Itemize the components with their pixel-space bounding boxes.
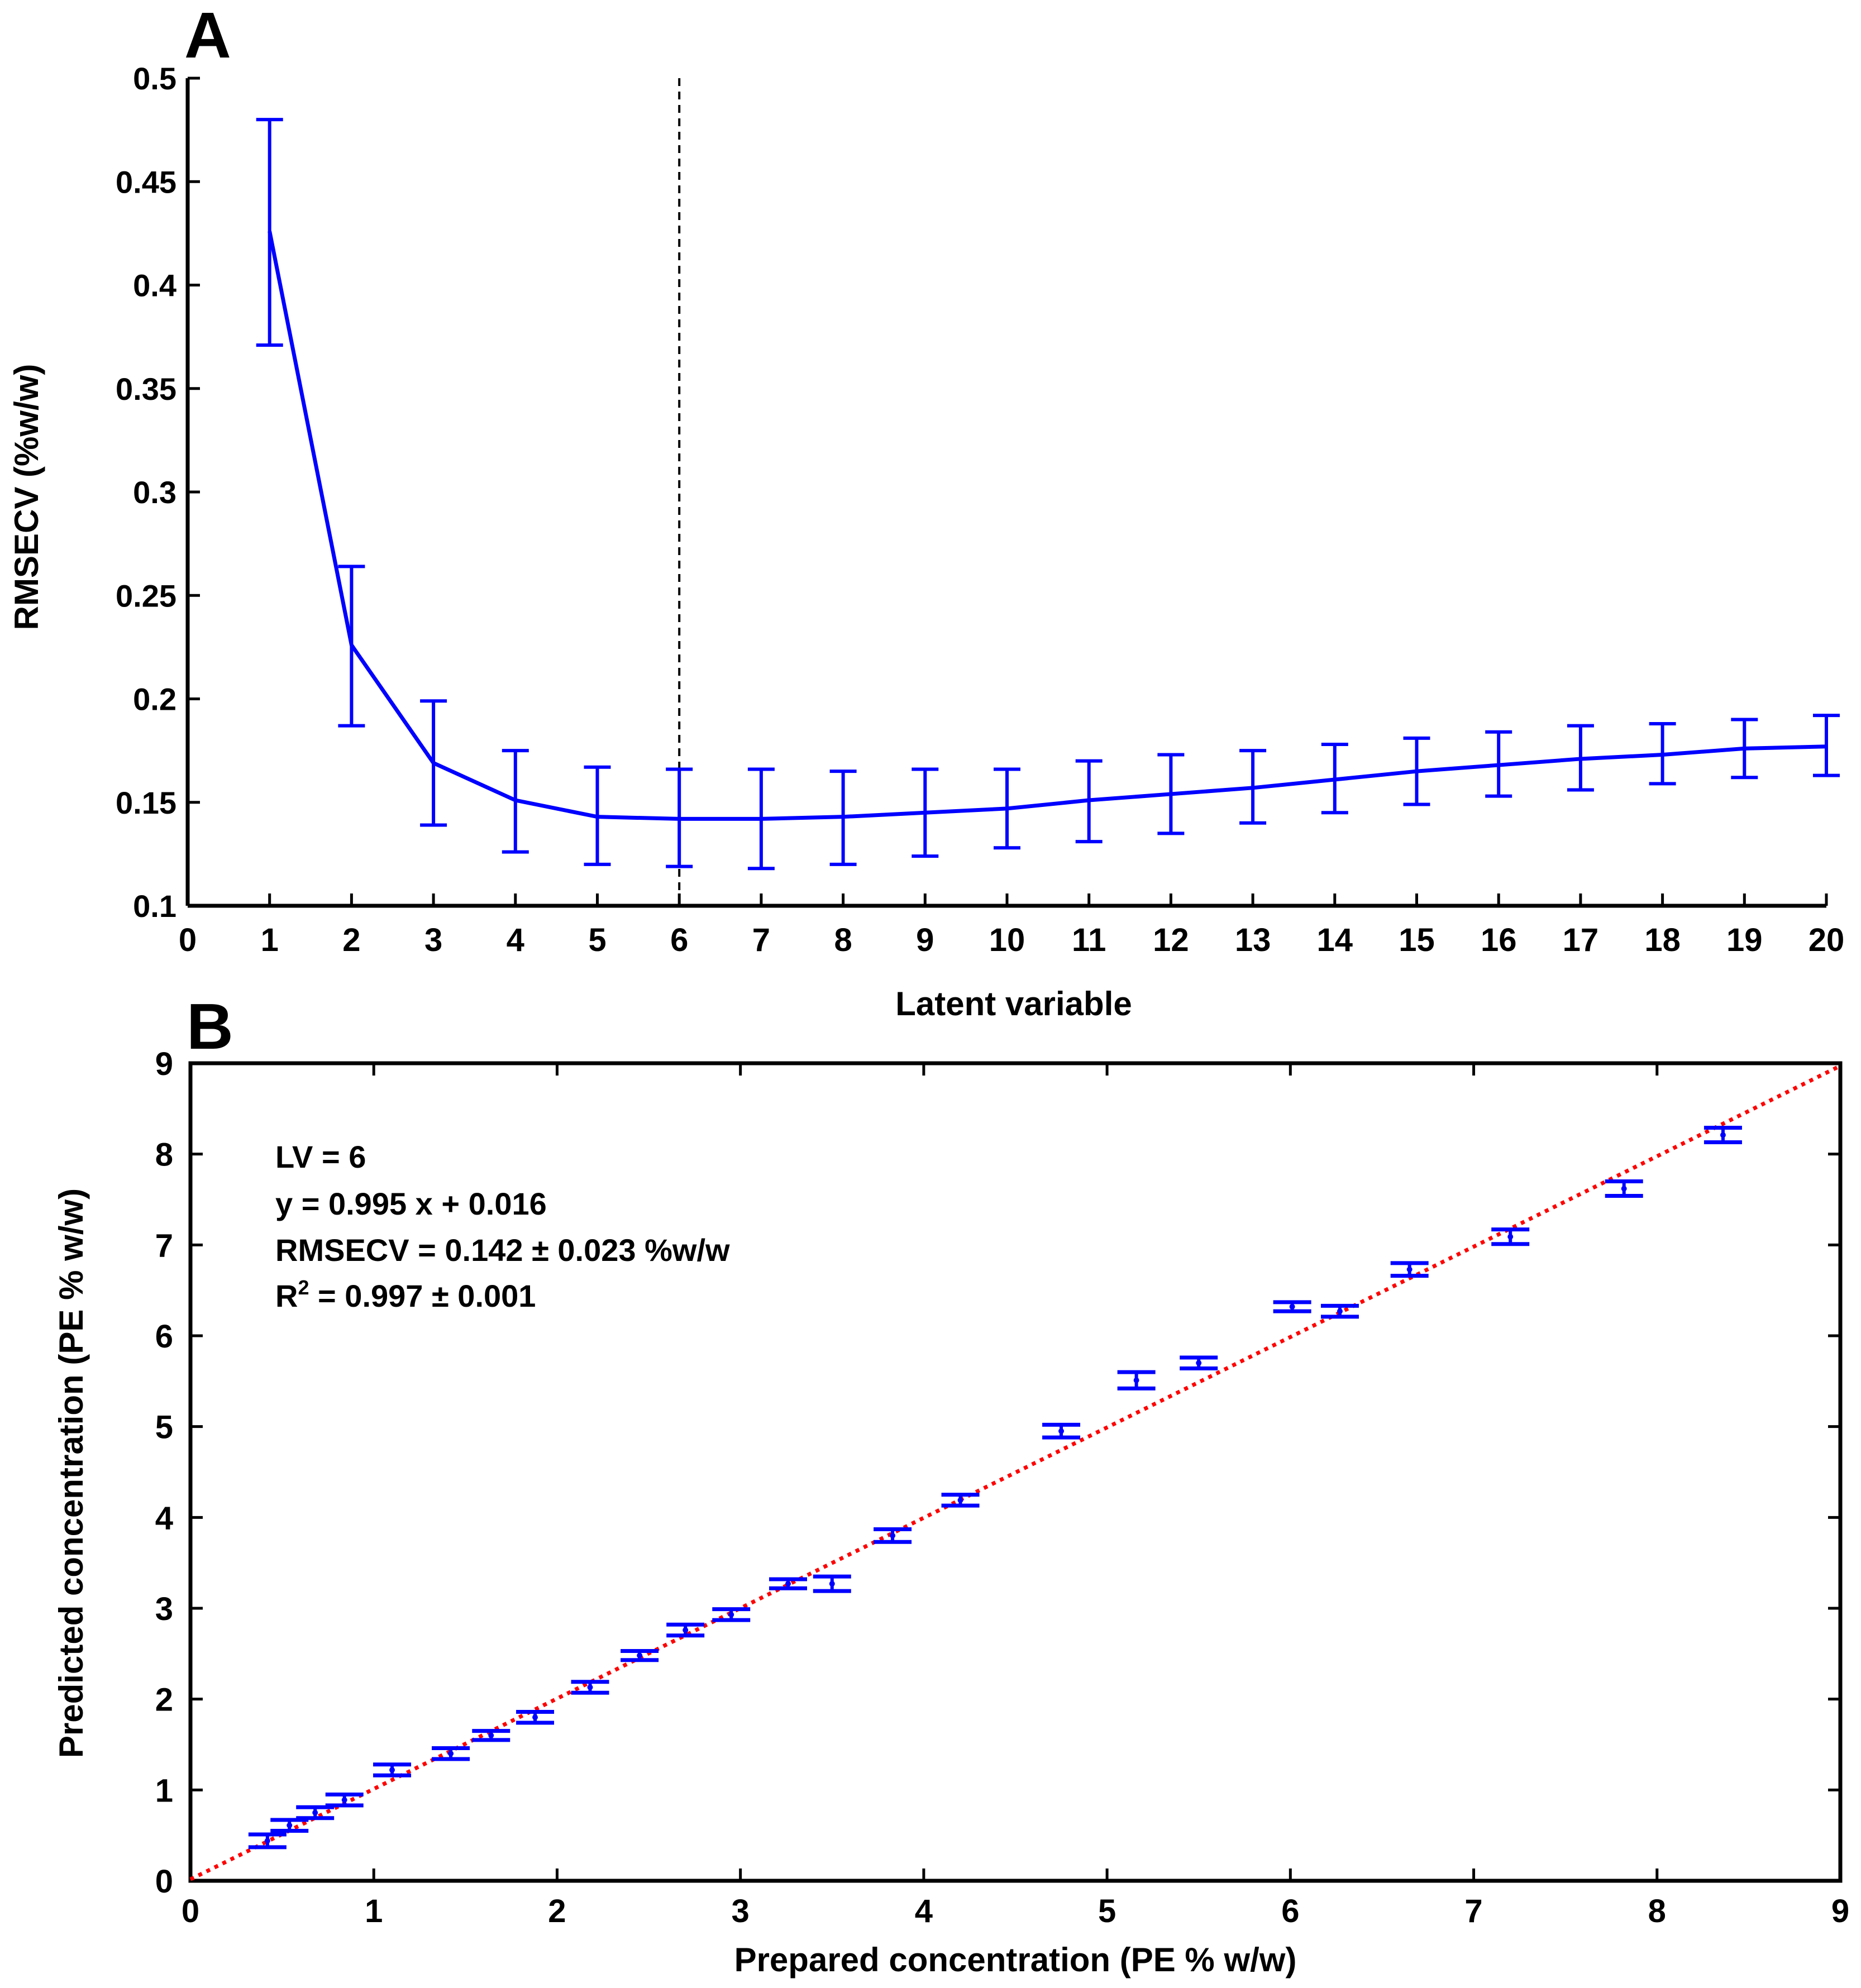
data-point-b-marker (637, 1652, 643, 1659)
annotation-r2: R2 = 0.997 ± 0.001 (275, 1276, 536, 1313)
x-axis-title-b: Prepared concentration (PE % w/w) (734, 1941, 1297, 1979)
ticks-a: 0 1 2 3 4 5 6 7 8 9 10 11 12 13 14 15 16 17 18 19 200.10.150… (116, 61, 1844, 958)
x-tick-label-b: 2 (548, 1893, 566, 1929)
y-tick-label-a: 0.3 (133, 475, 176, 510)
data-point-b-marker (683, 1627, 689, 1633)
x-tick-label-a: 6 (670, 922, 688, 958)
y-tick-label-b: 2 (155, 1682, 173, 1718)
y-tick-label-b: 8 (155, 1137, 173, 1173)
x-tick-label-b: 0 (182, 1893, 199, 1929)
data-point-b-marker (1720, 1132, 1726, 1138)
y-tick-label-a: 0.25 (116, 578, 176, 613)
x-tick-label-a: 2 (342, 922, 360, 958)
x-axis-title-a: Latent variable (895, 985, 1132, 1022)
y-tick-label-b: 6 (155, 1318, 173, 1355)
data-point-b-marker (312, 1810, 318, 1815)
data-point-b-marker (264, 1838, 270, 1844)
data-point-b-marker (829, 1581, 835, 1587)
x-tick-label-a: 10 (989, 922, 1025, 958)
y-tick-label-a: 0.2 (133, 682, 176, 717)
x-tick-label-b: 6 (1281, 1893, 1299, 1929)
data-point-b-marker (1133, 1377, 1139, 1383)
y-tick-label-a: 0.4 (133, 268, 176, 303)
x-tick-label-b: 7 (1464, 1893, 1482, 1929)
x-tick-label-a: 0 (179, 922, 197, 958)
y-tick-label-b: 1 (155, 1772, 173, 1809)
panel-label-a: A (184, 0, 231, 71)
data-point-b-marker (488, 1732, 494, 1738)
y-tick-label-b: 0 (155, 1863, 173, 1900)
x-tick-label-b: 9 (1831, 1893, 1849, 1929)
data-point-b-marker (1289, 1303, 1295, 1310)
x-tick-label-a: 4 (507, 922, 524, 958)
data-point-b-marker (389, 1767, 395, 1773)
x-tick-label-a: 8 (834, 922, 852, 958)
y-tick-label-b: 7 (155, 1227, 173, 1264)
y-tick-label-b: 5 (155, 1409, 173, 1446)
panel-label-b: B (187, 990, 233, 1063)
data-point-b-marker (785, 1581, 791, 1587)
x-tick-label-a: 7 (752, 922, 770, 958)
y-tick-label-a: 0.1 (133, 888, 176, 924)
x-tick-label-b: 4 (915, 1893, 933, 1929)
x-tick-label-a: 15 (1399, 922, 1435, 958)
annotation-equation: y = 0.995 x + 0.016 (275, 1186, 547, 1221)
x-tick-label-a: 5 (588, 922, 606, 958)
data-point-b-marker (1507, 1234, 1514, 1240)
data-point-b-marker (341, 1797, 347, 1803)
y-tick-label-b: 9 (155, 1046, 173, 1082)
y-tick-label-a: 0.5 (133, 61, 176, 96)
ticks-b: 0 1 2 3 4 5 6 7 8 9 0 1 2 3 4 5 6 7 8 9 (155, 1046, 1849, 1929)
y-tick-label-a: 0.15 (116, 785, 176, 820)
x-tick-label-b: 8 (1648, 1893, 1666, 1929)
data-point-b-marker (957, 1497, 963, 1503)
data-point-b-marker (448, 1751, 454, 1757)
points-b (248, 1125, 1742, 1850)
plot-frame-b (188, 1061, 1843, 1883)
chart-panel-b: 0 1 2 3 4 5 6 7 8 9 0 1 2 3 4 5 6 7 8 9 LV = 6 y = 0.995 x … (53, 1046, 1849, 1979)
x-tick-label-a: 9 (916, 922, 934, 958)
regression-fit-line (189, 1064, 1841, 1881)
y-axis-title-a: RMSECV (%w/w) (8, 364, 45, 630)
annotation-rmsecv: RMSECV = 0.142 ± 0.023 %w/w (275, 1232, 730, 1268)
data-point-b-marker (890, 1532, 896, 1538)
y-axis-title-b: Predicted concentration (PE % w/w) (53, 1188, 90, 1758)
x-tick-label-a: 12 (1153, 922, 1189, 958)
data-point-b-marker (1337, 1308, 1343, 1315)
annotation-r2-prefix: R (275, 1278, 298, 1313)
x-tick-label-b: 1 (365, 1893, 383, 1929)
annotation-r2-rest: = 0.997 ± 0.001 (309, 1278, 536, 1313)
annotation-r2-superscript: 2 (298, 1276, 309, 1299)
x-tick-label-b: 5 (1098, 1893, 1116, 1929)
chart-panel-a: 0 1 2 3 4 5 6 7 8 9 10 11 12 13 14 15 16 17 18 19 200.10.150… (8, 61, 1844, 1022)
data-point-b-marker (1621, 1186, 1627, 1192)
data-point-b-marker (1406, 1267, 1413, 1273)
data-point-b-marker (728, 1612, 734, 1618)
x-tick-label-a: 13 (1235, 922, 1271, 958)
y-tick-label-a: 0.35 (116, 371, 176, 407)
data-point-b-marker (532, 1714, 538, 1721)
x-tick-label-a: 11 (1072, 922, 1106, 958)
rmsecv-series-line (268, 231, 1827, 821)
x-tick-label-a: 18 (1644, 922, 1681, 958)
x-tick-label-a: 3 (424, 922, 442, 958)
y-tick-label-b: 4 (155, 1500, 173, 1536)
x-tick-label-a: 20 (1808, 922, 1845, 958)
x-tick-label-a: 14 (1317, 922, 1353, 958)
x-tick-label-a: 19 (1726, 922, 1763, 958)
y-tick-label-b: 3 (155, 1591, 173, 1627)
x-tick-label-a: 17 (1563, 922, 1599, 958)
data-point-b-marker (287, 1822, 293, 1828)
x-tick-label-a: 1 (261, 922, 279, 958)
data-point-b-marker (1058, 1428, 1065, 1434)
x-tick-label-a: 16 (1481, 922, 1517, 958)
y-tick-label-a: 0.45 (116, 164, 176, 199)
annotation-lv: LV = 6 (275, 1139, 366, 1174)
x-tick-label-b: 3 (732, 1893, 750, 1929)
data-point-b-marker (1196, 1360, 1202, 1366)
data-point-b-marker (587, 1684, 593, 1690)
